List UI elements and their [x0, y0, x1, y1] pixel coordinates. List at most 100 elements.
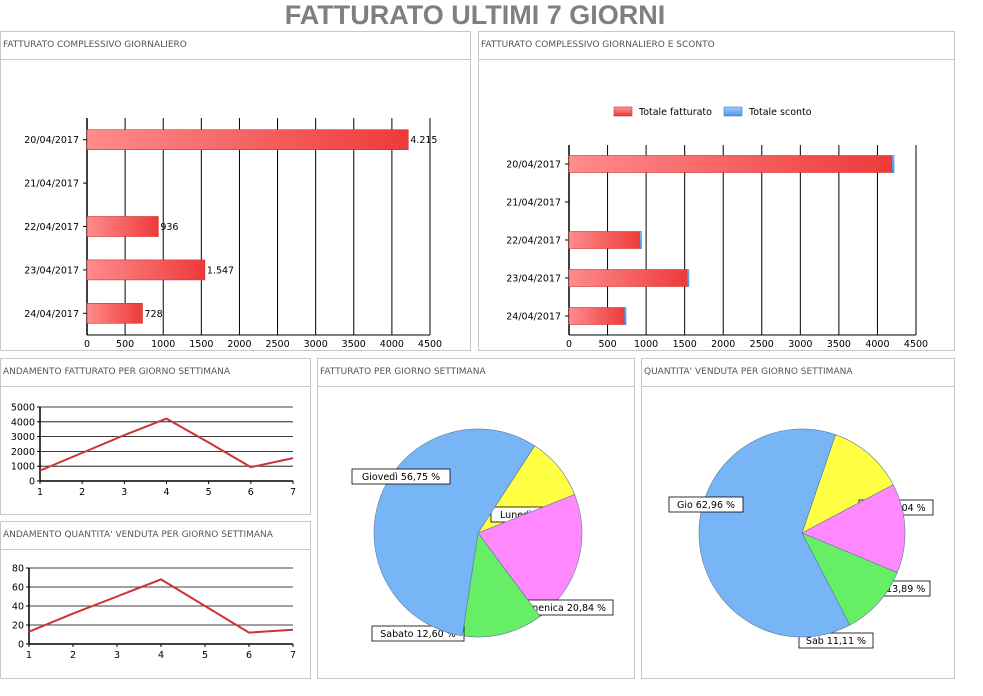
bar-fatturato: [568, 269, 688, 287]
data-label: 4.215: [410, 135, 437, 146]
data-label: 1.547: [207, 265, 234, 276]
panel-andamento-quantita: ANDAMENTO QUANTITA' VENDUTA PER GIORNO S…: [0, 521, 311, 679]
bar-fatturato: [568, 155, 893, 173]
y-tick-label: 24/04/2017: [24, 309, 79, 320]
y-tick-label: 22/04/2017: [24, 222, 79, 233]
panel-fatturato-giorno-settimana: FATTURATO PER GIORNO SETTIMANA Lunedì 9,…: [317, 358, 635, 679]
data-label: 936: [160, 222, 178, 233]
x-tick-label: 1500: [189, 339, 213, 350]
chart-andamento-fatturato: 0 1000 2000 3000 4000 5000 1 2 3 4 5 6 7: [11, 403, 296, 499]
y-tick-label: 23/04/2017: [24, 265, 79, 276]
pie-label-box: [668, 496, 744, 513]
x-tick-label: 3500: [827, 339, 851, 350]
bar: [86, 129, 409, 150]
x-tick-label: 4500: [904, 339, 928, 350]
x-tick-label: 2500: [265, 339, 289, 350]
y-tick-label: 21/04/2017: [24, 179, 79, 190]
pie-label-box: [798, 632, 874, 649]
x-tick-label: 2000: [227, 339, 251, 350]
panel-title: ANDAMENTO QUANTITA' VENDUTA PER GIORNO S…: [1, 522, 310, 550]
y-tick-label: 0: [18, 640, 24, 651]
pie-label: Gio 62,96 %: [677, 500, 735, 511]
pie-slice: [801, 532, 898, 626]
y-tick-label: 0: [29, 477, 35, 488]
panel-andamento-fatturato: ANDAMENTO FATTURATO PER GIORNO SETTIMANA…: [0, 358, 311, 515]
chart-fatturato-giornaliero: 0 500 1000 1500 2000 2500 3000 3500 4000 4500 20/0…: [24, 118, 442, 350]
y-tick-label: 4000: [11, 417, 35, 428]
x-tick-label: 500: [116, 339, 134, 350]
x-tick-label: 3000: [788, 339, 812, 350]
y-tick-label: 23/04/2017: [506, 274, 561, 285]
x-tick-label: 500: [598, 339, 616, 350]
y-tick-label: 21/04/2017: [506, 198, 561, 209]
bar-sconto: [639, 231, 642, 249]
legend-swatch: [723, 106, 743, 117]
panel-fatturato-giornaliero: FATTURATO COMPLESSIVO GIORNALIERO 0 500 10…: [0, 31, 471, 351]
y-tick-label: 1000: [11, 462, 35, 473]
y-tick-label: 60: [12, 583, 24, 594]
x-tick-label: 7: [290, 650, 296, 661]
panel-title: FATTURATO COMPLESSIVO GIORNALIERO E SCON…: [479, 32, 954, 60]
panel-title: FATTURATO COMPLESSIVO GIORNALIERO: [1, 32, 470, 60]
x-tick-label: 1500: [673, 339, 697, 350]
pie-slice: [801, 434, 894, 534]
pie-slice: [698, 428, 851, 638]
x-tick-label: 1: [37, 487, 43, 498]
x-tick-label: 1000: [151, 339, 175, 350]
series-line: [39, 417, 294, 472]
data-label: 728: [144, 309, 162, 320]
x-tick-label: 3500: [342, 339, 366, 350]
y-tick-label: 5000: [11, 403, 35, 414]
y-tick-label: 80: [12, 564, 24, 575]
y-tick-label: 20/04/2017: [506, 160, 561, 171]
y-tick-label: 40: [12, 602, 24, 613]
pie-slice: [801, 484, 906, 573]
series-line: [28, 578, 294, 634]
y-tick-label: 22/04/2017: [506, 236, 561, 247]
bar-sconto: [687, 269, 690, 287]
page-title: FATTURATO ULTIMI 7 GIORNI: [284, 0, 666, 30]
x-tick-label: 4: [158, 650, 164, 661]
panel-quantita-giorno-settimana: QUANTITA' VENDUTA PER GIORNO SETTIMANA L…: [641, 358, 955, 679]
pie-label-box: [351, 468, 451, 485]
y-tick-label: 3000: [11, 432, 35, 443]
x-tick-label: 2: [79, 487, 85, 498]
x-tick-label: 0: [566, 339, 572, 350]
bar-fatturato: [568, 307, 625, 325]
x-tick-label: 2500: [750, 339, 774, 350]
x-tick-label: 1: [26, 650, 32, 661]
x-tick-label: 7: [290, 487, 296, 498]
chart-fatturato-e-sconto: 0 500 1000 1500 2000 2500 3000 3500 4000 4500 20/0…: [506, 106, 928, 350]
x-tick-label: 4: [163, 487, 169, 498]
y-tick-label: 24/04/2017: [506, 312, 561, 323]
panel-title: FATTURATO PER GIORNO SETTIMANA: [318, 359, 634, 387]
chart-quantita-giorno-settimana: Lun 12,04 %Dom 13,89 %Sab 11,11 %Gio 62,…: [668, 428, 934, 649]
chart-fatturato-giorno-settimana: Lunedì 9,80 %Domenica 20,84 %Sabato 12,6…: [351, 428, 614, 642]
x-tick-label: 5: [206, 487, 212, 498]
x-tick-label: 2000: [711, 339, 735, 350]
x-tick-label: 2: [70, 650, 76, 661]
x-tick-label: 3000: [304, 339, 328, 350]
pie-label: Giovedì 56,75 %: [362, 472, 440, 483]
pie-label: Domenica 20,84 %: [516, 603, 606, 614]
x-tick-label: 1000: [634, 339, 658, 350]
panel-fatturato-e-sconto: FATTURATO COMPLESSIVO GIORNALIERO E SCON…: [478, 31, 955, 351]
chart-andamento-quantita: 0 20 40 60 80 1 2 3 4 5 6 7: [12, 564, 296, 662]
panel-title: ANDAMENTO FATTURATO PER GIORNO SETTIMANA: [1, 359, 310, 387]
x-tick-label: 4000: [380, 339, 404, 350]
x-tick-label: 4000: [865, 339, 889, 350]
x-tick-label: 3: [121, 487, 127, 498]
bar: [86, 216, 159, 237]
x-tick-label: 6: [246, 650, 252, 661]
y-tick-label: 2000: [11, 447, 35, 458]
x-tick-label: 3: [114, 650, 120, 661]
bar: [86, 259, 206, 281]
y-tick-label: 20/04/2017: [24, 135, 79, 146]
legend-label: Totale fatturato: [638, 107, 712, 118]
bar-fatturato: [568, 231, 641, 249]
pie-label: Sab 11,11 %: [806, 636, 866, 647]
bar-sconto: [624, 307, 627, 325]
bar: [86, 303, 143, 324]
x-tick-label: 4500: [418, 339, 442, 350]
legend-swatch: [613, 106, 633, 117]
